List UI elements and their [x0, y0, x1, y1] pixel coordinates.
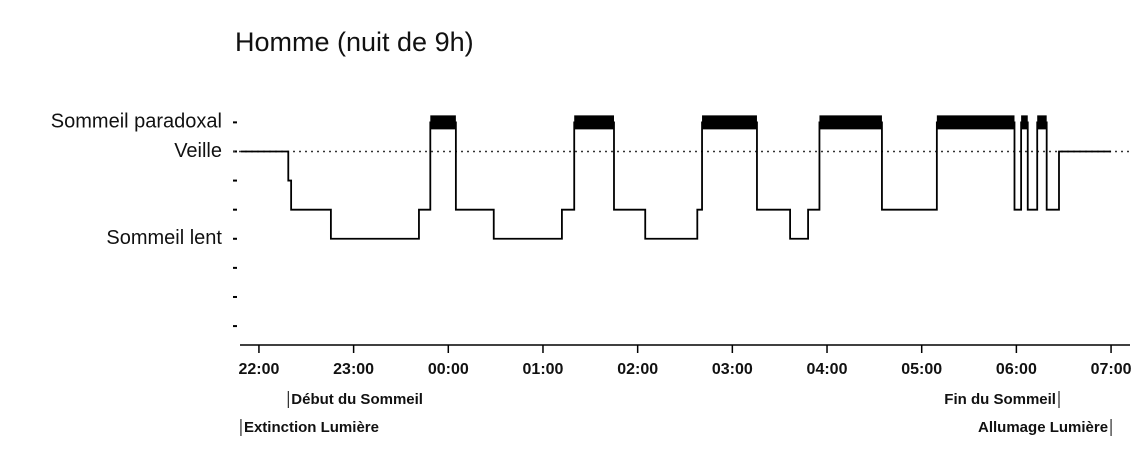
rem-block	[1021, 115, 1028, 130]
y-label: Sommeil lent	[106, 227, 222, 249]
x-tick-label: 22:00	[238, 361, 279, 378]
x-tick-label: 00:00	[428, 361, 469, 378]
x-tick-label: 06:00	[996, 361, 1037, 378]
rem-block	[819, 115, 882, 130]
x-tick-label: 23:00	[333, 361, 374, 378]
x-tick-label: 05:00	[901, 361, 942, 378]
y-label: Veille	[174, 140, 222, 162]
annotation: Allumage Lumière	[978, 419, 1108, 436]
y-label: Sommeil paradoxal	[51, 111, 222, 133]
x-tick-label: 02:00	[617, 361, 658, 378]
hypnogram-line	[240, 121, 1112, 240]
rem-block	[574, 115, 614, 130]
x-tick-label: 07:00	[1091, 361, 1132, 378]
annotation: Fin du Sommeil	[944, 391, 1056, 408]
x-tick-label: 01:00	[523, 361, 564, 378]
x-tick-label: 04:00	[807, 361, 848, 378]
annotation: Début du Sommeil	[291, 391, 423, 408]
rem-block	[430, 115, 456, 130]
chart-title: Homme (nuit de 9h)	[235, 27, 474, 57]
rem-block	[702, 115, 757, 130]
annotation: Extinction Lumière	[244, 419, 379, 436]
x-tick-label: 03:00	[712, 361, 753, 378]
rem-block	[936, 115, 1015, 130]
rem-block	[1037, 115, 1047, 130]
